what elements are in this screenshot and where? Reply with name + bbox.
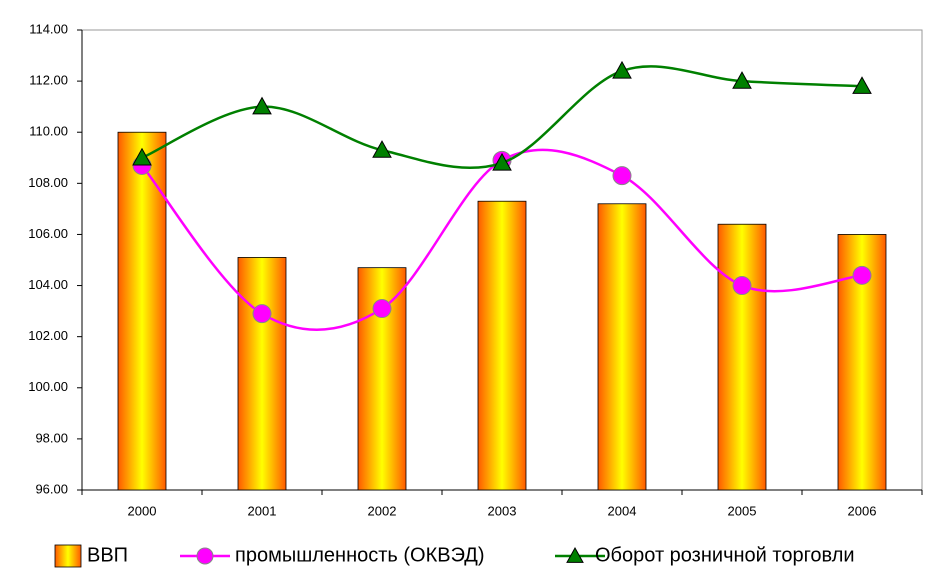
- marker: [132, 147, 152, 166]
- y-tick-label: 104.00: [28, 277, 68, 292]
- y-tick-label: 112.00: [29, 73, 68, 88]
- legend-marker: [196, 547, 214, 565]
- bar: [717, 223, 767, 491]
- bar: [477, 200, 527, 491]
- marker: [732, 71, 752, 89]
- y-tick-label: 106.00: [28, 226, 68, 241]
- y-tick-label: 96.00: [35, 481, 68, 496]
- marker: [372, 299, 392, 319]
- marker: [612, 166, 632, 186]
- bar: [237, 257, 287, 491]
- x-tick-label: 2005: [728, 503, 757, 518]
- marker: [612, 60, 632, 79]
- y-tick-label: 114.00: [29, 21, 68, 36]
- marker: [372, 140, 392, 158]
- y-tick-label: 98.00: [35, 430, 68, 445]
- x-tick-label: 2000: [128, 503, 157, 518]
- x-tick-label: 2006: [848, 503, 877, 518]
- marker: [492, 152, 512, 171]
- x-tick-label: 2001: [248, 503, 277, 518]
- bar: [597, 203, 647, 491]
- marker: [732, 276, 752, 296]
- legend-label: промышленность (ОКВЭД): [235, 544, 485, 566]
- y-tick-label: 110.00: [29, 124, 68, 139]
- marker: [252, 96, 272, 115]
- legend-label: Оборот розничной торговли: [595, 544, 855, 566]
- y-tick-label: 100.00: [28, 379, 68, 394]
- y-tick-label: 102.00: [28, 328, 68, 343]
- marker: [252, 304, 272, 324]
- x-tick-label: 2002: [368, 503, 397, 518]
- legend: ВВП промышленность (ОКВЭД) Оборот рознично…: [54, 544, 855, 568]
- x-tick-label: 2003: [488, 503, 517, 518]
- legend-swatch: [54, 544, 82, 568]
- marker: [852, 76, 872, 94]
- legend-label: ВВП: [87, 544, 128, 566]
- x-tick-label: 2004: [608, 503, 637, 518]
- y-tick-label: 108.00: [28, 175, 68, 190]
- marker: [852, 265, 872, 285]
- legend-marker: [566, 546, 584, 563]
- bar: [117, 131, 167, 491]
